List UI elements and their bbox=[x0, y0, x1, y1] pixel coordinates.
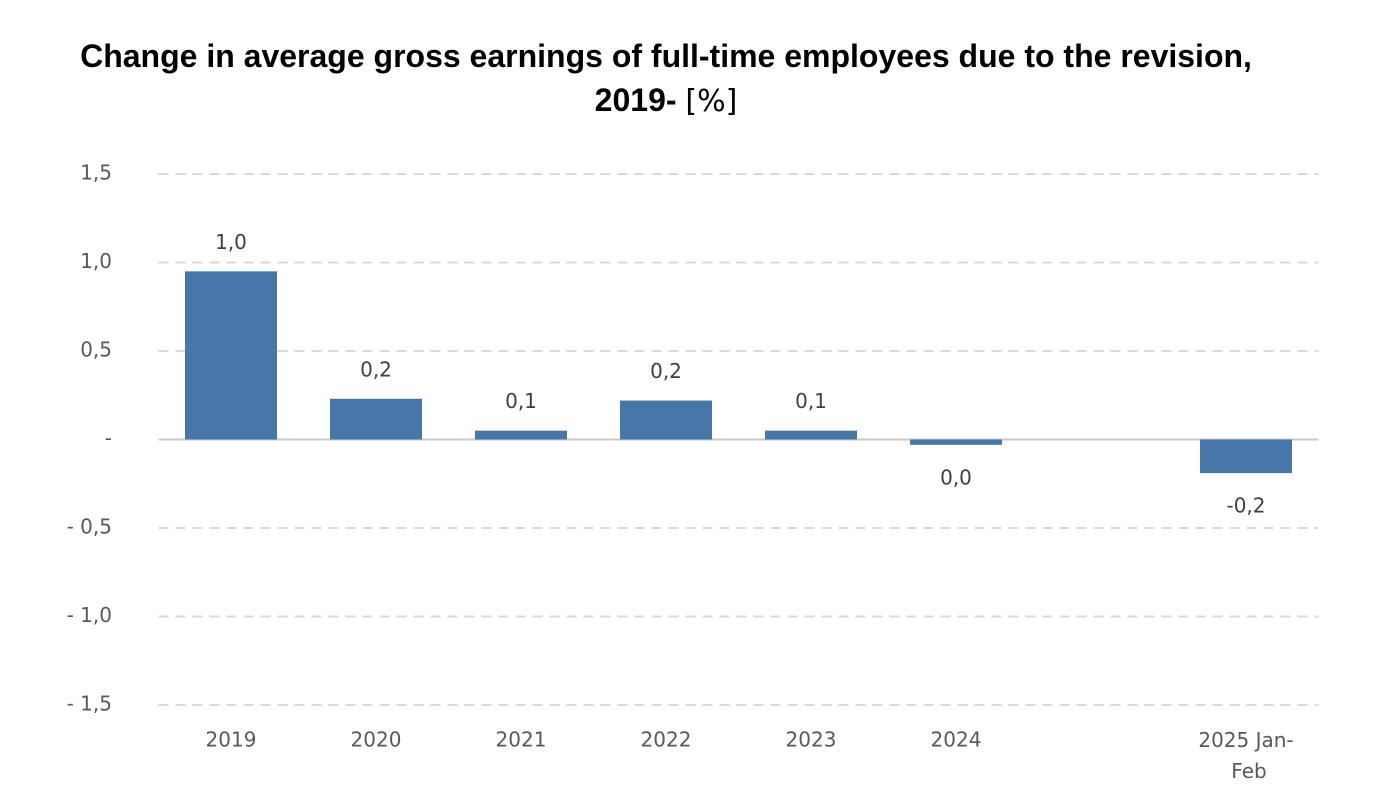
x-tick-label: 2021 bbox=[496, 728, 547, 752]
x-tick-label-line: 2025 Jan- bbox=[1198, 728, 1293, 752]
x-tick-label: 2025 Jan- Feb bbox=[1198, 728, 1293, 783]
bar bbox=[1200, 439, 1292, 474]
data-label: 0,0 bbox=[940, 465, 972, 489]
x-tick-label: 2020 bbox=[351, 728, 402, 752]
x-tick-label-line: Feb bbox=[1231, 759, 1266, 783]
data-label: 0,1 bbox=[505, 389, 537, 413]
x-tick-label: 2024 bbox=[931, 728, 982, 752]
data-label: 0,2 bbox=[360, 357, 392, 381]
chart-title: Change in average gross earnings of full… bbox=[80, 38, 1252, 118]
x-tick-label: 2022 bbox=[641, 728, 692, 752]
bar bbox=[475, 430, 567, 440]
y-tick-label: - 1,0 bbox=[67, 603, 112, 627]
y-tick-label: - bbox=[105, 426, 112, 450]
y-tick-label: - 1,5 bbox=[67, 692, 112, 716]
data-label: -0,2 bbox=[1226, 494, 1265, 518]
bar bbox=[620, 400, 712, 440]
x-tick-label: 2023 bbox=[786, 728, 837, 752]
y-tick-label: 1,5 bbox=[80, 161, 112, 185]
bar bbox=[765, 430, 857, 440]
x-tick-label: 2019 bbox=[206, 728, 257, 752]
bar bbox=[185, 271, 277, 440]
y-tick-label: 0,5 bbox=[80, 338, 112, 362]
data-label: 0,2 bbox=[650, 359, 682, 383]
chart-title-block: Change in average gross earnings of full… bbox=[50, 34, 1282, 124]
bar bbox=[910, 439, 1002, 445]
bar bbox=[330, 398, 422, 440]
y-tick-label: 1,0 bbox=[80, 249, 112, 273]
y-tick-label: - 0,5 bbox=[67, 515, 112, 539]
unit-label: [%] bbox=[685, 84, 738, 119]
data-label: 0,1 bbox=[795, 389, 827, 413]
data-label: 1,0 bbox=[215, 230, 247, 254]
